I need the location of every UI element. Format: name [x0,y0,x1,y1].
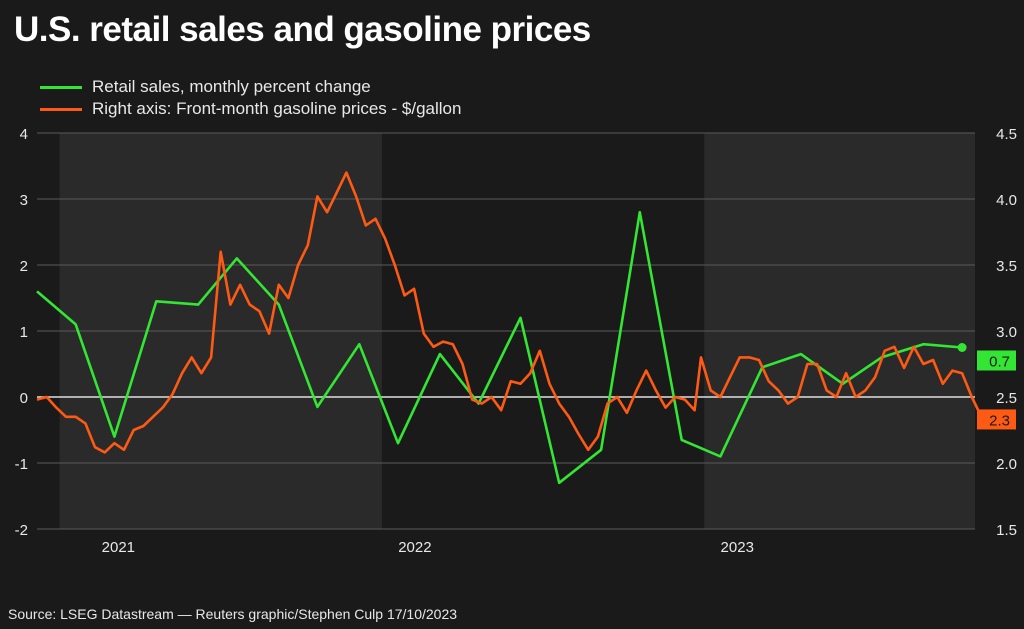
gasoline-price-line [36,171,1002,454]
right-axis-tick-label: 3.0 [996,324,1017,341]
gasoline-end-label: 2.3 [989,412,1010,429]
retail-sales-end-dot [957,343,967,352]
retail-sales-end-label: 0.7 [989,354,1010,371]
retail-sales-end-badge [977,350,1016,371]
legend-label-retail: Retail sales, monthly percent change [92,77,371,96]
legend: Retail sales, monthly percent change Rig… [40,76,461,120]
x-axis-tick-label: 2022 [398,539,431,556]
legend-item-retail: Retail sales, monthly percent change [40,76,461,98]
right-axis-tick-label: 4.5 [996,126,1017,143]
right-axis-tick-label: 2.5 [996,390,1017,407]
right-axis-tick-label: 1.5 [996,522,1017,539]
source-note: Source: LSEG Datastream — Reuters graphi… [8,606,458,622]
left-axis-tick-label: -2 [15,522,28,539]
left-axis-tick-label: -1 [15,456,28,473]
right-axis-tick-label: 3.5 [996,258,1017,275]
left-axis-tick-label: 3 [20,192,28,209]
left-axis-tick-label: 2 [20,258,28,275]
left-axis-tick-label: 0 [20,390,28,407]
legend-swatch-gasoline [40,107,82,111]
left-axis-tick-label: 1 [20,324,28,341]
right-axis-tick-label: 2.0 [996,456,1017,473]
x-axis-tick-label: 2021 [102,539,135,556]
gasoline-end-badge [977,409,1016,430]
legend-swatch-retail [40,85,82,89]
legend-item-gasoline: Right axis: Front-month gasoline prices … [40,98,461,120]
chart-title: U.S. retail sales and gasoline prices [14,10,591,49]
x-axis-tick-label: 2023 [721,539,754,556]
left-axis-tick-label: 4 [20,126,28,143]
legend-label-gasoline: Right axis: Front-month gasoline prices … [92,99,462,118]
retail-sales-line [36,210,963,485]
right-axis-tick-label: 4.0 [996,192,1017,209]
